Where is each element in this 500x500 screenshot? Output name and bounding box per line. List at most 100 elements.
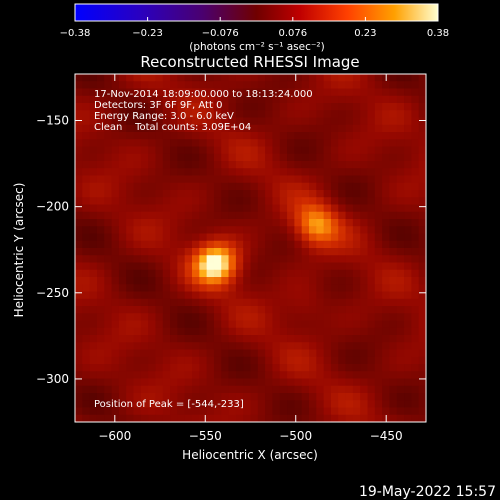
heatmap-cell [170,219,178,227]
heatmap-cell [148,153,156,162]
heatmap-cell [265,335,273,343]
heatmap-cell [148,320,156,329]
heatmap-cell [184,393,193,401]
heatmap-cell [96,262,105,271]
heatmap-cell [382,349,390,358]
heatmap-cell [82,414,91,422]
heatmap-cell [294,407,303,416]
heatmap-cell [170,175,178,184]
heatmap-cell [345,204,354,213]
heatmap-cell [243,364,251,372]
colorbar-ticks: −0.38 −0.23 −0.076 0.076 0.23 0.38 [60,17,449,39]
heatmap-cell [126,161,134,169]
heatmap-cell [235,219,244,227]
heatmap-cell [221,81,229,89]
heatmap-cell [279,407,288,416]
heatmap-cell [367,95,376,104]
heatmap-cell [206,146,215,155]
heatmap-cell [330,284,339,292]
heatmap-cell [177,262,186,271]
heatmap-cell [418,255,426,263]
heatmap-cell [243,95,251,104]
heatmap-cell [257,255,266,263]
heatmap-cell [155,277,164,285]
heatmap-cell [345,146,354,155]
heatmap-cell [367,327,376,336]
heatmap-cell [75,182,83,191]
heatmap-cell [235,385,244,394]
heatmap-cell [257,327,266,336]
heatmap-cell [140,81,149,89]
heatmap-cell [170,226,178,234]
heatmap-cell [323,74,332,82]
heatmap-cell [170,139,178,147]
heatmap-cell [243,190,251,198]
heatmap-cell [192,95,200,104]
heatmap-cell [257,313,266,321]
heatmap-cell [287,146,295,155]
heatmap-cell [104,335,112,343]
heatmap-cell [118,364,127,372]
heatmap-cell [199,153,208,162]
x-tick-label: −500 [279,429,312,443]
heatmap-cell [396,161,405,169]
heatmap-cell [396,110,405,118]
heatmap-cell [330,153,339,162]
heatmap-cell [301,226,310,234]
heatmap-cell [126,262,134,271]
heatmap-cell [250,400,259,408]
heatmap-cell [177,335,186,343]
heatmap-cell [89,313,98,321]
heatmap-cell [192,175,200,184]
heatmap-cell [360,117,368,126]
heatmap-cell [367,204,376,213]
heatmap-cell [367,349,376,358]
heatmap-cell [111,255,120,263]
heatmap-cell [162,88,171,97]
heatmap-cell [133,226,142,234]
heatmap-cell [360,219,368,227]
heatmap-cell [133,197,142,205]
heatmap-cell [213,298,222,307]
heatmap-cell [82,146,91,155]
heatmap-cell [301,211,310,220]
heatmap-cell [323,342,332,350]
heatmap-cell [389,95,398,104]
heatmap-cell [338,385,346,394]
heatmap-cell [184,190,193,198]
heatmap-cell [199,168,208,176]
heatmap-cell [177,320,186,329]
heatmap-cell [389,211,398,220]
heatmap-cell [133,269,142,278]
heatmap-cell [360,393,368,401]
heatmap-cell [89,95,98,104]
heatmap-cell [82,233,91,242]
heatmap-cell [177,385,186,394]
heatmap-cell [287,153,295,162]
heatmap-cell [257,95,266,104]
heatmap-cell [279,393,288,401]
heatmap-cell [294,110,303,118]
heatmap-cell [140,88,149,97]
heatmap-cell [140,364,149,372]
heatmap-cell [140,182,149,191]
heatmap-cell [301,277,310,285]
heatmap-cell [162,277,171,285]
heatmap-cell [338,153,346,162]
heatmap-cell [294,117,303,126]
heatmap-cell [155,204,164,213]
heatmap-cell [374,168,383,176]
heatmap-cell [250,255,259,263]
heatmap-cell [396,175,405,184]
colorbar-unit-label: (photons cm⁻² s⁻¹ asec⁻²) [189,41,324,53]
heatmap-cell [294,88,303,97]
heatmap-cell [418,117,426,126]
heatmap-cell [323,132,332,140]
heatmap-cell [89,190,98,198]
heatmap-cell [404,269,412,278]
heatmap-cell [265,393,273,401]
heatmap-cell [418,197,426,205]
heatmap-cell [330,95,339,104]
heatmap-cell [265,378,273,387]
heatmap-cell [301,74,310,82]
